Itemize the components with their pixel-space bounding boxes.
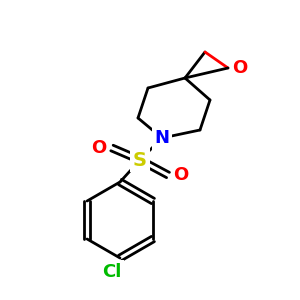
Text: O: O xyxy=(92,139,106,157)
Text: O: O xyxy=(232,59,247,77)
Text: Cl: Cl xyxy=(102,263,122,281)
Text: S: S xyxy=(133,151,147,169)
Text: O: O xyxy=(173,166,189,184)
Text: N: N xyxy=(154,129,169,147)
